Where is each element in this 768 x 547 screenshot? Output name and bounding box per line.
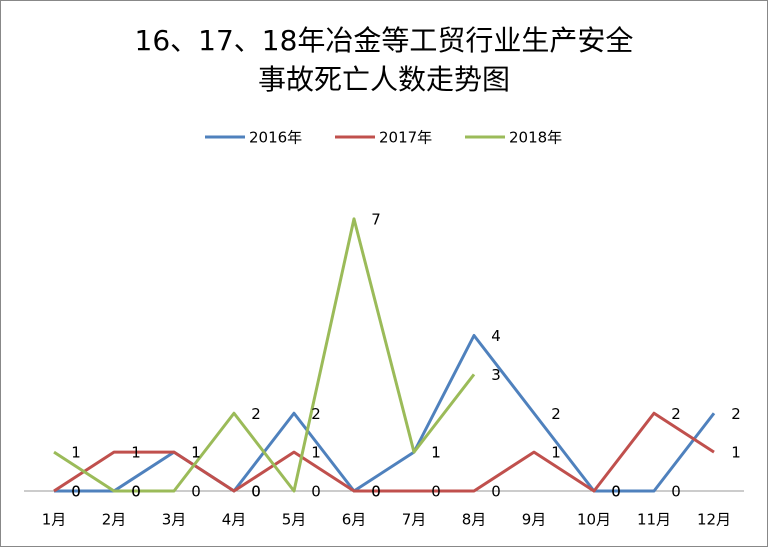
legend-label: 2017年: [379, 129, 432, 147]
x-tick-label: 7月: [402, 511, 427, 529]
data-label: 0: [611, 483, 621, 501]
data-label: 0: [431, 483, 441, 501]
x-tick-label: 9月: [522, 511, 547, 529]
x-tick-label: 4月: [222, 511, 247, 529]
data-label: 1: [551, 444, 561, 462]
x-tick-label: 12月: [697, 511, 731, 529]
data-label: 0: [131, 483, 141, 501]
data-label: 1: [311, 444, 321, 462]
data-label: 2: [731, 405, 741, 423]
x-tick-label: 5月: [282, 511, 307, 529]
data-label: 7: [371, 210, 381, 228]
data-label: 1: [731, 444, 741, 462]
data-label: 0: [251, 483, 261, 501]
data-label: 1: [131, 444, 141, 462]
series-line: [53, 411, 715, 493]
data-label: 0: [671, 483, 681, 501]
x-tick-label: 1月: [42, 511, 67, 529]
x-tick-label: 11月: [637, 511, 671, 529]
data-label: 1: [71, 444, 81, 462]
x-tick-label: 2月: [102, 511, 127, 529]
series-line: [53, 217, 476, 493]
data-label: 0: [611, 483, 621, 501]
data-label: 2: [671, 405, 681, 423]
data-label: 0: [251, 483, 261, 501]
legend-label: 2018年: [509, 129, 562, 147]
data-label: 0: [131, 483, 141, 501]
data-label: 0: [371, 483, 381, 501]
data-label: 0: [71, 483, 81, 501]
data-label: 0: [371, 483, 381, 501]
chart-title: 16、17、18年冶金等工贸行业生产安全: [135, 24, 634, 57]
data-label: 2: [311, 405, 321, 423]
data-label: 4: [491, 327, 501, 345]
data-label: 0: [491, 483, 501, 501]
data-label: 1: [191, 444, 201, 462]
data-label: 2: [251, 405, 261, 423]
data-label: 1: [431, 444, 441, 462]
legend-label: 2016年: [249, 129, 302, 147]
data-label: 2: [551, 405, 561, 423]
data-label: 3: [491, 366, 501, 384]
x-tick-label: 3月: [162, 511, 187, 529]
data-label: 1: [431, 444, 441, 462]
data-label: 1: [191, 444, 201, 462]
data-label: 0: [71, 483, 81, 501]
data-label: 0: [311, 483, 321, 501]
data-label: 0: [191, 483, 201, 501]
chart-title: 事故死亡人数走势图: [258, 63, 510, 96]
x-tick-label: 8月: [462, 511, 487, 529]
x-tick-label: 6月: [342, 511, 367, 529]
x-tick-label: 10月: [577, 511, 611, 529]
series-line: [54, 334, 716, 493]
